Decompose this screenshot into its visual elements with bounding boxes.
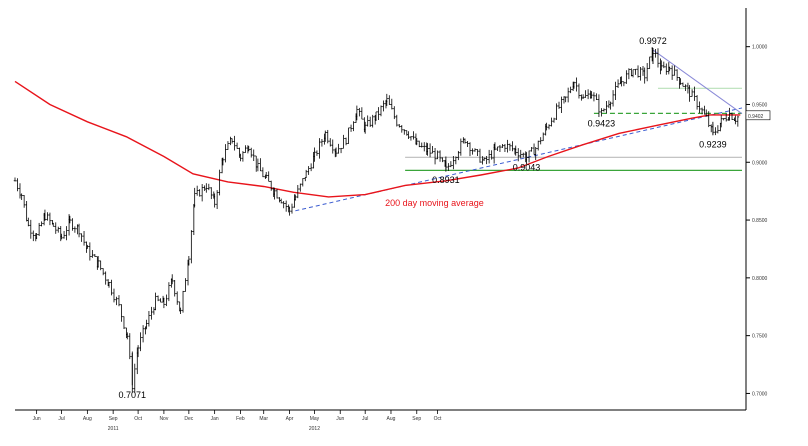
x-tick-label: Sep xyxy=(109,416,118,422)
price-level-annotation: 0.9972 xyxy=(639,36,667,46)
x-year-label: 2011 xyxy=(108,426,119,432)
x-tick-label: Aug xyxy=(83,416,92,422)
x-tick-label: Sep xyxy=(412,416,421,422)
x-tick-label: Aug xyxy=(387,416,396,422)
x-tick-label: Mar xyxy=(259,416,268,422)
x-tick-label: Nov xyxy=(159,416,168,422)
moving-average-line xyxy=(14,80,741,198)
y-tick-label: 0.9500 xyxy=(752,102,768,108)
y-tick-label: 0.9000 xyxy=(752,160,768,166)
x-tick-label: Jun xyxy=(336,416,344,422)
moving-average-label: 200 day moving average xyxy=(385,198,484,208)
price-level-annotation: 0.8931 xyxy=(432,175,460,185)
price-level-annotation: 0.9239 xyxy=(699,140,727,150)
trendline xyxy=(295,107,743,212)
price-level-annotation: 0.9043 xyxy=(513,162,541,172)
trendline xyxy=(652,49,743,115)
last-price-box xyxy=(745,110,771,121)
y-tick-label: 0.7500 xyxy=(752,334,768,340)
x-year-label: 2012 xyxy=(309,426,320,432)
x-tick-label: Oct xyxy=(134,416,142,422)
x-tick-label: Jan xyxy=(211,416,219,422)
y-tick-label: 0.8500 xyxy=(752,218,768,224)
x-tick-label: Dec xyxy=(184,416,193,422)
x-tick-label: Oct xyxy=(434,416,442,422)
y-tick-label: 1.0000 xyxy=(752,45,768,51)
x-tick-label: Feb xyxy=(236,416,245,422)
x-tick-label: May xyxy=(310,416,320,422)
last-price-label: 0.9402 xyxy=(748,114,764,120)
price-level-annotation: 0.9423 xyxy=(588,118,616,128)
y-tick-label: 0.8000 xyxy=(752,276,768,282)
x-tick-label: Jun xyxy=(33,416,41,422)
x-tick-label: Jul xyxy=(58,416,64,422)
x-tick-label: Jul xyxy=(362,416,368,422)
y-tick-label: 0.7000 xyxy=(752,391,768,397)
price-level-annotation: 0.7071 xyxy=(119,390,147,400)
x-tick-label: Apr xyxy=(286,416,294,422)
